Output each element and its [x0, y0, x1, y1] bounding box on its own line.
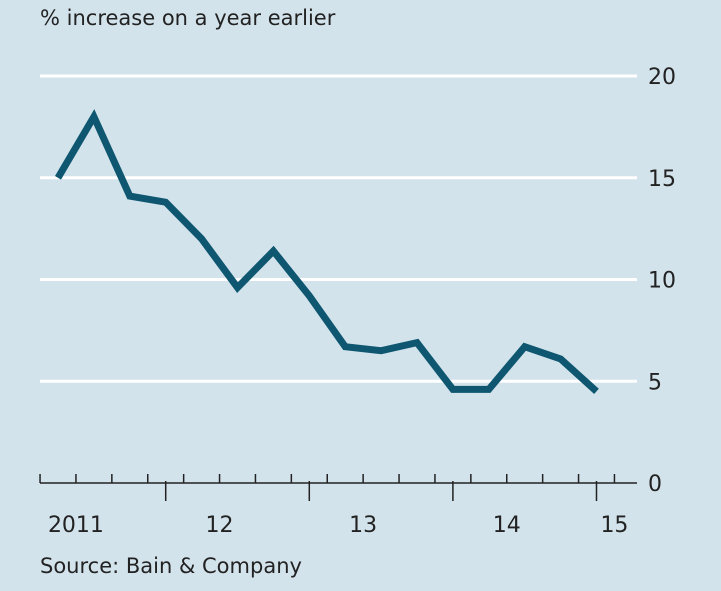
y-tick-label-0: 0	[648, 472, 662, 497]
y-tick-label-5: 5	[648, 370, 662, 395]
y-tick-label-20: 20	[648, 65, 676, 90]
x-tick-label-13: 13	[349, 513, 377, 538]
gridlines	[40, 74, 637, 383]
x-tick-label-15: 15	[600, 513, 628, 538]
x-axis-labels: 2011 12 13 14 15	[48, 513, 629, 538]
chart-subtitle: % increase on a year earlier	[40, 6, 336, 30]
x-tick-label-14: 14	[493, 513, 521, 538]
y-tick-label-10: 10	[648, 269, 676, 294]
y-axis-labels: 0 5 10 15 20	[648, 65, 676, 497]
x-tick-label-12: 12	[206, 513, 234, 538]
x-axis	[39, 474, 637, 501]
y-tick-label-15: 15	[648, 167, 676, 192]
x-tick-label-2011: 2011	[48, 513, 104, 538]
series-line-0	[54, 109, 599, 394]
source-note: Source: Bain & Company	[40, 554, 302, 578]
series	[54, 109, 599, 394]
